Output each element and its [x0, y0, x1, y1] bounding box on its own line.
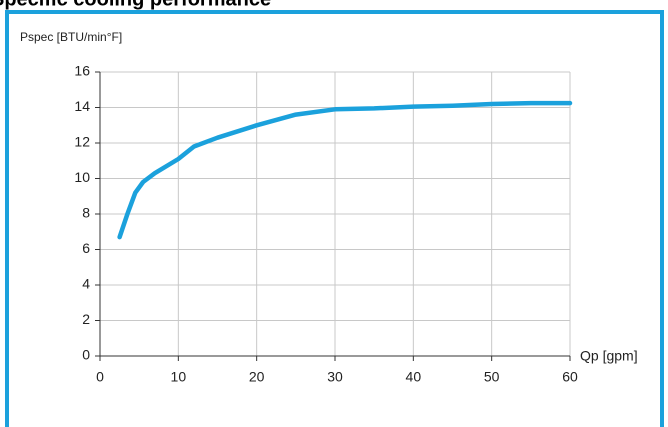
data-line [117, 100, 573, 240]
y-tick-label: 4 [82, 276, 90, 292]
x-tick-label: 60 [562, 369, 578, 385]
y-tick-label: 6 [82, 240, 90, 256]
y-tick-label: 12 [74, 134, 90, 150]
x-tick-label: 10 [171, 369, 187, 385]
x-tick-label: 0 [96, 369, 104, 385]
x-tick-label: 40 [406, 369, 422, 385]
x-tick-label: 50 [484, 369, 500, 385]
y-tick-label: 14 [74, 98, 90, 114]
y-tick-label: 2 [82, 311, 90, 327]
y-tick-label: 8 [82, 205, 90, 221]
y-axis-label: Pspec [BTU/min°F] [20, 30, 122, 44]
frame [5, 10, 664, 427]
x-axis-label: Qp [gpm] [580, 348, 638, 364]
y-tick-label: 0 [82, 347, 90, 363]
chart-title: Specific cooling performance [0, 0, 271, 10]
x-tick-label: 30 [327, 369, 343, 385]
y-tick-label: 16 [74, 63, 90, 79]
x-tick-label: 20 [249, 369, 265, 385]
y-tick-label: 10 [74, 169, 90, 185]
